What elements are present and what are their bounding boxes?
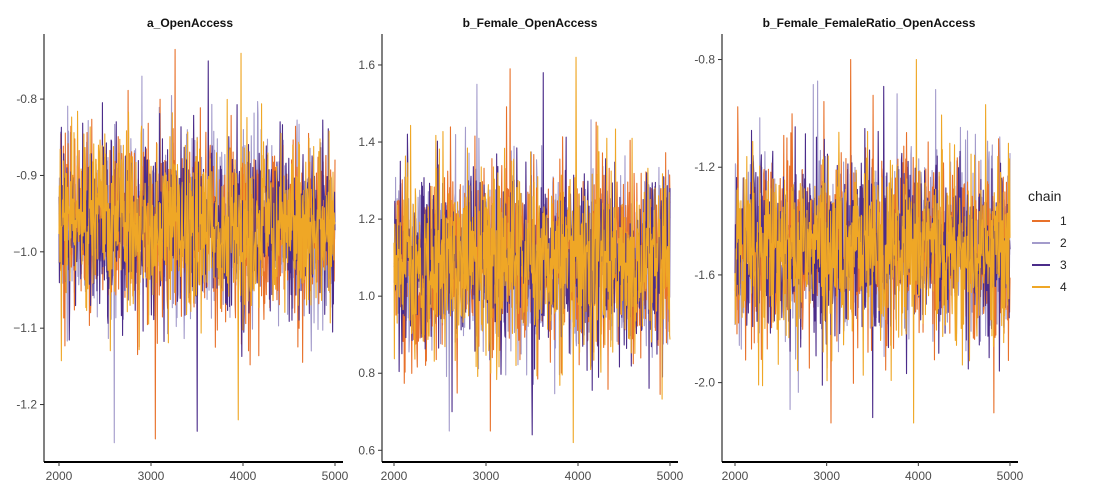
- legend: chain 1 2 3 4: [1028, 188, 1098, 298]
- y-tick-label: 1.2: [358, 212, 375, 226]
- legend-item-chain-2: 2: [1028, 232, 1098, 254]
- x-tick-label: 2000: [722, 469, 749, 483]
- y-tick-label: 1.4: [358, 135, 375, 149]
- panel-1: a_OpenAccess -0.8 -0.9 −1.0 −1.1 -1.2 2000 3000…: [13, 16, 348, 483]
- y-tick-label: 1.0: [358, 289, 375, 303]
- x-tick-label: 3000: [138, 469, 165, 483]
- legend-item-chain-4: 4: [1028, 276, 1098, 298]
- legend-key-chain-4: [1032, 286, 1050, 288]
- y-tick-label: -1.6: [694, 268, 715, 282]
- panel-3: b_Female_FemaleRatio_OpenAccess -0.8 -1.2 -…: [694, 16, 1023, 483]
- trace-chain-4: [58, 52, 336, 421]
- y-tick-label: -2.0: [694, 376, 715, 390]
- panel-title: b_Female_OpenAccess: [463, 16, 598, 30]
- x-tick-label: 5000: [997, 469, 1024, 483]
- x-tick-label: 4000: [230, 469, 257, 483]
- panel-title: b_Female_FemaleRatio_OpenAccess: [763, 16, 976, 30]
- y-tick-label: -0.8: [694, 53, 715, 67]
- legend-item-chain-1: 1: [1028, 210, 1098, 232]
- panel-2: b_Female_OpenAccess 1.6 1.4 1.2 1.0 0.8 0.6 200…: [358, 16, 683, 483]
- x-tick-label: 3000: [813, 469, 840, 483]
- legend-key-chain-3: [1032, 264, 1050, 266]
- legend-key-chain-2: [1032, 242, 1050, 244]
- legend-key-chain-1: [1032, 220, 1050, 222]
- x-tick-label: 3000: [473, 469, 500, 483]
- legend-label-chain-4: 4: [1060, 280, 1067, 294]
- x-tick-label: 2000: [46, 469, 73, 483]
- trace-chain-3: [734, 85, 1011, 419]
- y-tick-label: -0.9: [16, 168, 37, 182]
- y-tick-label: 1.6: [358, 58, 375, 72]
- y-tick-label: 0.8: [358, 366, 375, 380]
- y-tick-label: -1.2: [16, 398, 37, 412]
- y-tick-label: -1.2: [694, 160, 715, 174]
- legend-label-chain-1: 1: [1060, 214, 1067, 228]
- x-tick-label: 2000: [381, 469, 408, 483]
- trace-chain-4: [393, 56, 671, 444]
- legend-title: chain: [1028, 188, 1062, 204]
- x-tick-label: 5000: [322, 469, 349, 483]
- y-tick-label: 0.6: [358, 443, 375, 457]
- y-tick-label: -0.8: [16, 92, 37, 106]
- trace-chain-4: [734, 58, 1011, 424]
- y-tick-label: −1.1: [13, 321, 37, 335]
- x-tick-label: 4000: [905, 469, 932, 483]
- legend-label-chain-2: 2: [1060, 236, 1067, 250]
- x-tick-label: 5000: [657, 469, 684, 483]
- x-tick-label: 4000: [565, 469, 592, 483]
- y-tick-label: −1.0: [13, 245, 37, 259]
- panel-title: a_OpenAccess: [147, 16, 233, 30]
- legend-item-chain-3: 3: [1028, 254, 1098, 276]
- legend-label-chain-3: 3: [1060, 258, 1067, 272]
